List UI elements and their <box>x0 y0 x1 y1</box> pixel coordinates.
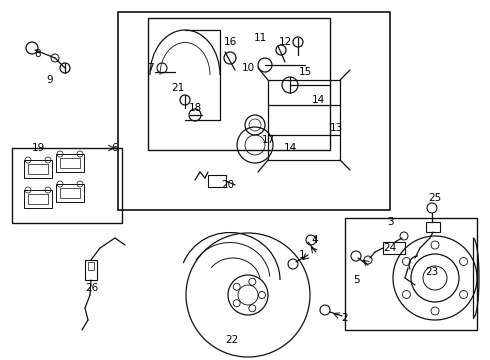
Text: 24: 24 <box>383 243 396 253</box>
Text: 15: 15 <box>298 67 312 77</box>
Text: 10: 10 <box>242 63 255 73</box>
Text: 21: 21 <box>172 83 185 93</box>
Text: 18: 18 <box>188 103 201 113</box>
Text: 7: 7 <box>147 63 153 73</box>
Bar <box>24 190 52 208</box>
Bar <box>345 218 477 330</box>
Text: 9: 9 <box>47 75 53 85</box>
Text: 2: 2 <box>342 313 348 323</box>
Text: 11: 11 <box>253 33 267 43</box>
Text: 4: 4 <box>312 235 318 245</box>
Text: 19: 19 <box>31 143 45 153</box>
Text: 26: 26 <box>85 283 98 293</box>
Text: 8: 8 <box>35 49 41 59</box>
Bar <box>148 18 330 150</box>
Bar <box>118 12 390 210</box>
Text: 14: 14 <box>283 143 296 153</box>
Text: 6: 6 <box>112 143 118 153</box>
Bar <box>56 184 84 202</box>
Bar <box>28 164 48 174</box>
Bar <box>12 148 122 223</box>
Bar <box>208 175 226 187</box>
Bar <box>24 160 52 178</box>
Text: 25: 25 <box>428 193 441 203</box>
Bar <box>60 188 80 198</box>
Bar <box>85 260 97 280</box>
Text: 13: 13 <box>329 123 343 133</box>
Text: 1: 1 <box>299 250 305 260</box>
Text: 16: 16 <box>223 37 237 47</box>
Bar <box>56 154 84 172</box>
Text: 3: 3 <box>387 217 393 227</box>
Bar <box>383 242 405 254</box>
Bar <box>60 158 80 168</box>
Bar <box>426 222 440 232</box>
Text: 12: 12 <box>278 37 292 47</box>
Text: 5: 5 <box>353 275 359 285</box>
Text: 22: 22 <box>225 335 239 345</box>
Text: 17: 17 <box>261 135 274 145</box>
Text: 23: 23 <box>425 267 439 277</box>
Bar <box>28 194 48 204</box>
Text: 14: 14 <box>311 95 325 105</box>
Text: 20: 20 <box>221 180 235 190</box>
Bar <box>88 262 94 270</box>
